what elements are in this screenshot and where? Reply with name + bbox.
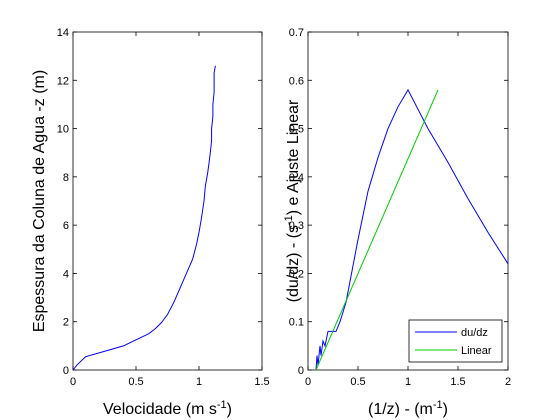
legend-box xyxy=(408,319,503,363)
series-line-1 xyxy=(72,65,216,371)
x-axis-label: Velocidade (m s-1) xyxy=(103,399,232,418)
y-tick-label: 2 xyxy=(63,317,69,329)
y-tick-label: 0.1 xyxy=(289,317,304,329)
series-line-du-dz xyxy=(315,88,509,371)
y-tick-label: 0.3 xyxy=(289,220,304,232)
legend-entry-label: du/dz xyxy=(461,327,488,339)
y-axis-label: (du/dz) - (s-1) e Ajuste Linear xyxy=(283,99,302,302)
y-tick-label: 4 xyxy=(63,268,69,280)
x-tick-label: 2 xyxy=(505,376,511,388)
y-tick-label: 0.5 xyxy=(289,124,304,136)
y-tick-label: 0.7 xyxy=(289,27,304,39)
legend: du/dz Linear xyxy=(408,319,503,363)
x-tick-label: 0.5 xyxy=(350,376,365,388)
series-line-linear xyxy=(315,89,439,371)
right-plot: 0 0.5 1 1.5 2 0 0.1 0.2 0.3 0.4 0.5 0.6 0.7 (1/z) - (… xyxy=(283,27,511,418)
x-axis-label: (1/z) - (m-1) xyxy=(368,399,448,418)
y-tick-label: 12 xyxy=(57,75,69,87)
y-tick-label: 14 xyxy=(57,27,69,39)
y-tick-label: 0.6 xyxy=(289,75,304,87)
y-tick-label: 6 xyxy=(63,220,69,232)
y-tick-label: 10 xyxy=(57,124,69,136)
x-tick-label: 1.5 xyxy=(254,376,269,388)
plot-area xyxy=(72,31,263,371)
legend-entry-label: Linear xyxy=(461,345,492,357)
y-tick-label: 0 xyxy=(63,365,69,377)
y-tick-label: 0.2 xyxy=(289,268,304,280)
y-tick-label: 0.4 xyxy=(289,172,304,184)
x-tick-label: 1.5 xyxy=(450,376,465,388)
left-plot: 0 0.5 1 1.5 0 2 4 6 8 10 12 14 Velocidade (m s-1) Esp… xyxy=(31,27,270,418)
x-tick-label: 1 xyxy=(196,376,202,388)
x-tick-label: 0 xyxy=(305,376,311,388)
x-tick-label: 1 xyxy=(405,376,411,388)
y-tick-label: 0 xyxy=(298,365,304,377)
y-tick-label: 8 xyxy=(63,172,69,184)
plot-area xyxy=(307,31,509,371)
x-tick-label: 0 xyxy=(70,376,76,388)
x-tick-label: 0.5 xyxy=(128,376,143,388)
y-axis-label: Espessura da Coluna de Agua -z (m) xyxy=(31,70,48,332)
